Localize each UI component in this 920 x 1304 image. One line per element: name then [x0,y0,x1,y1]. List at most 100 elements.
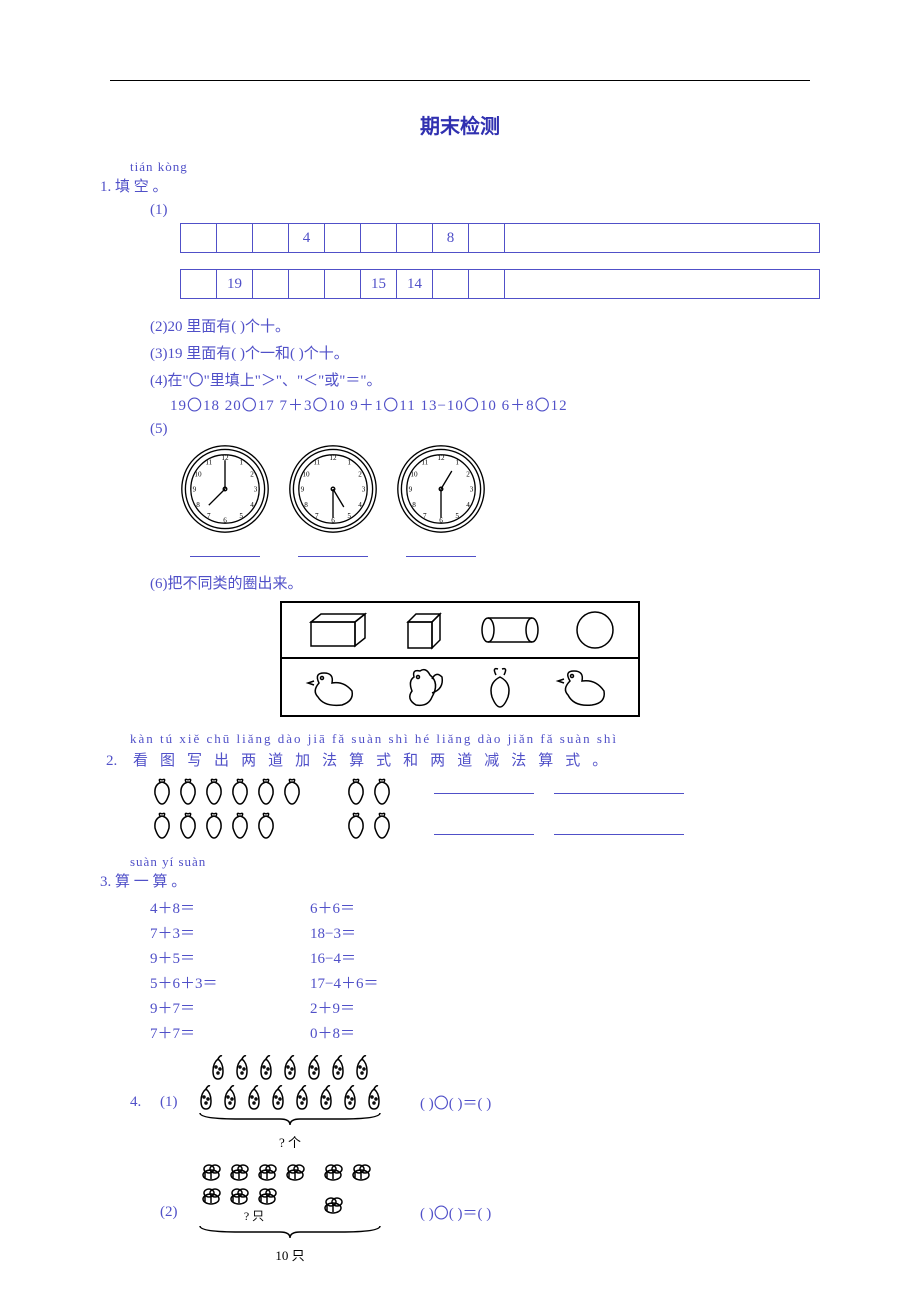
grid-cell: 15 [361,270,397,298]
q4-sub2: (2) [160,1204,190,1221]
q2-group2 [344,778,394,840]
duck-icon [304,663,364,711]
bee-icon [199,1185,225,1207]
q4-eq2: ( )〇( )＝( ) [420,1202,491,1223]
grid-cell [469,270,505,298]
pear-icon [303,1053,325,1081]
strawberry-icon [150,778,174,806]
strawberry-icon [370,812,394,840]
svg-text:9: 9 [301,486,305,494]
strawberry-icon [254,778,278,806]
pear-icon [315,1083,337,1111]
clock-3-icon: 1212 345 678 91011 [396,444,486,534]
bee-icon [283,1161,309,1183]
q4-eq1: ( )〇( )＝( ) [420,1092,491,1113]
grid-cell [253,270,289,298]
q4-caption1: ? 个 [190,1132,390,1151]
pear-icon [291,1083,313,1111]
grid-cell [325,270,361,298]
brace2-icon [190,1224,390,1240]
svg-text:12: 12 [437,454,445,462]
clock-row: 1212 345 678 91011 1212 345 678 91011 [180,444,820,562]
svg-text:3: 3 [362,486,366,494]
bee-icon [227,1185,253,1207]
grid-cell [217,224,253,252]
svg-text:8: 8 [412,501,416,509]
strawberry-icon [280,778,304,806]
svg-text:9: 9 [193,486,197,494]
grid-cell [361,224,397,252]
q2-hanzi: 2. 看图写出两道加法算式和两道减法算式。 [100,749,820,770]
strawberry-icon [228,812,252,840]
grid-cell: 8 [433,224,469,252]
svg-text:9: 9 [409,486,413,494]
q4-inner: ? 只 [199,1207,309,1224]
cube-icon [400,608,450,652]
circle-icon [573,608,617,652]
grid-cell [505,270,541,298]
cuboid-icon [303,610,373,650]
header-rule [110,80,810,81]
bee-icon [199,1161,225,1183]
clock-blank [190,543,260,557]
strawberry-icon [150,812,174,840]
svg-text:4: 4 [250,501,254,509]
q4-row2: (2) ? 只 10 只 ( )〇( )＝( ) [130,1161,820,1264]
pear-icon [363,1083,385,1111]
q4-caption2: 10 只 [190,1245,390,1264]
q3-pinyin: suàn yí suàn [130,854,820,870]
bee-icon [255,1185,281,1207]
q2-num: 2. [106,753,117,769]
svg-text:5: 5 [239,512,243,520]
q3-table: 4＋8＝6＋6＝ 7＋3＝18−3＝ 9＋5＝16−4＝ 5＋6＋3＝17−4＋… [150,895,820,1045]
bee-icon [321,1161,347,1183]
clock-2-icon: 1212 345 678 91011 [288,444,378,534]
q1-sub1-label: (1) [150,202,168,219]
grid-cell: 19 [217,270,253,298]
q1-sub2: (2)20 里面有( )个十。 [150,315,820,336]
q1-sub4: (4)在"〇"里填上"＞"、"＜"或"＝"。 [150,369,820,390]
q4-row1: 4. (1) ? 个 ( )〇( )＝( ) [130,1053,820,1151]
grid-cell [289,270,325,298]
grid-cell [325,224,361,252]
q1-grid1: 4 8 [180,223,820,253]
q2-group1 [150,778,304,840]
squirrel-icon [392,663,448,711]
svg-text:3: 3 [254,486,258,494]
grid-cell [469,224,505,252]
cylinder-icon [476,612,546,648]
q1-sub3: (3)19 里面有( )个一和( )个十。 [150,342,820,363]
radish-icon [476,663,524,711]
svg-text:11: 11 [421,459,428,467]
q1-sub5: (5) [150,421,820,438]
svg-text:12: 12 [329,454,337,462]
svg-text:11: 11 [205,459,212,467]
pear-icon [339,1083,361,1111]
svg-text:7: 7 [207,512,211,520]
grid-cell [181,224,217,252]
svg-text:3: 3 [470,486,474,494]
q2-blanks [434,778,704,840]
svg-text:1: 1 [239,459,243,467]
page-title: 期末检测 [100,110,820,139]
grid-cell [397,224,433,252]
pear-icon [219,1083,241,1111]
pear-icon [231,1053,253,1081]
svg-text:11: 11 [313,459,320,467]
bee-icon [255,1161,281,1183]
grid-cell [253,224,289,252]
clock-blank [406,543,476,557]
bee-icon [321,1194,347,1216]
svg-text:6: 6 [223,516,227,524]
clock-blank [298,543,368,557]
svg-text:2: 2 [466,470,470,478]
strawberry-icon [254,812,278,840]
q1-compare: 19〇18 20〇17 7＋3〇10 9＋1〇11 13−10〇10 6＋8〇1… [170,394,820,415]
svg-text:8: 8 [196,501,200,509]
strawberry-icon [202,812,226,840]
strawberry-icon [344,778,368,806]
pear-icon [195,1083,217,1111]
svg-text:10: 10 [302,470,310,478]
q1-sub6: (6)把不同类的圈出来。 [150,572,820,593]
svg-text:2: 2 [250,470,254,478]
